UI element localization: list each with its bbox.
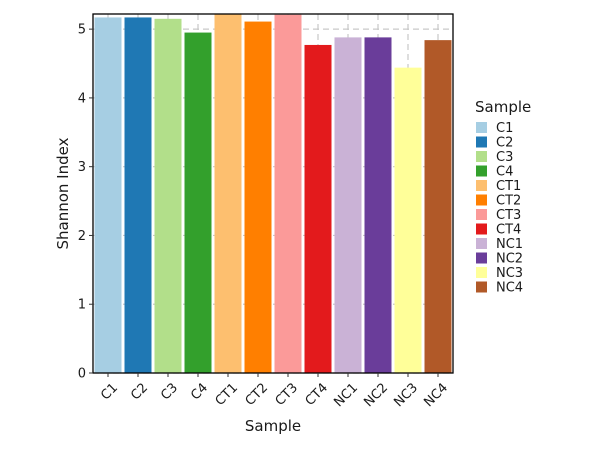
legend-label: C2 [496, 136, 513, 151]
legend-label: NC3 [496, 266, 523, 281]
bar-ct4 [304, 44, 332, 374]
bar-c2 [124, 17, 152, 374]
legend-label: CT2 [496, 194, 521, 209]
plot-area [92, 13, 454, 374]
legend-key-nc1 [476, 238, 487, 249]
x-tick-label: CT2 [243, 380, 271, 408]
legend-title: Sample [475, 98, 531, 116]
legend-label: CT1 [496, 179, 521, 194]
legend-key-c4 [476, 165, 487, 177]
bar-nc4 [424, 40, 452, 374]
x-tick-label: NC3 [391, 380, 421, 410]
x-tick-label: NC1 [331, 380, 361, 410]
x-tick-label: C4 [188, 380, 211, 403]
legend-label: NC2 [496, 252, 523, 267]
legend-key-c1 [476, 122, 487, 133]
legend-label: NC4 [496, 281, 523, 296]
x-tick-label: C2 [128, 380, 151, 403]
bar-nc2 [364, 37, 392, 373]
y-tick-label: 1 [78, 298, 86, 313]
legend-key-ct3 [476, 209, 487, 220]
legend-key-nc3 [476, 267, 487, 278]
legend-key-nc2 [476, 252, 487, 264]
x-tick-label: CT1 [213, 380, 241, 408]
bar-ct1 [214, 14, 242, 373]
bar-c3 [154, 18, 182, 373]
legend-label: CT4 [496, 223, 521, 238]
y-tick-label: 5 [78, 23, 86, 38]
y-tick-label: 3 [78, 160, 86, 175]
legend-label: C3 [496, 150, 513, 165]
bar-ct2 [244, 21, 272, 374]
legend-key-ct2 [476, 194, 487, 206]
x-axis-title: Sample [245, 417, 301, 435]
legend-label: C4 [496, 165, 513, 180]
legend-label: C1 [496, 121, 513, 136]
bar-c1 [94, 17, 122, 374]
legend-label: CT3 [496, 208, 521, 223]
panel-border [92, 13, 454, 374]
bar-nc1 [334, 37, 362, 373]
y-tick-label: 4 [78, 91, 86, 106]
y-axis-title: Shannon Index [54, 137, 72, 249]
legend-key-c3 [476, 151, 487, 162]
x-tick-label: NC2 [361, 380, 391, 410]
legend-key-ct1 [476, 180, 487, 191]
legend-key-nc4 [476, 281, 487, 293]
x-tick-label: C3 [158, 380, 181, 403]
bar-nc3 [394, 67, 422, 373]
x-axis: C1 C2 C3 C4 CT1 CT2 CT3 CT4 NC1 NC2 NC3 NC4 [98, 373, 451, 410]
y-axis: 0 1 2 3 4 5 [78, 23, 93, 382]
legend-key-c2 [476, 136, 487, 148]
legend-label: NC1 [496, 237, 523, 252]
x-tick-label: NC4 [421, 380, 451, 410]
legend-key-ct4 [476, 223, 487, 235]
y-tick-label: 2 [78, 229, 86, 244]
x-tick-label: CT4 [303, 380, 331, 408]
x-tick-label: CT3 [273, 380, 301, 408]
x-tick-label: C1 [98, 380, 121, 403]
bar-c4 [184, 32, 212, 373]
y-tick-label: 0 [78, 367, 86, 382]
bar-ct3 [274, 14, 302, 373]
